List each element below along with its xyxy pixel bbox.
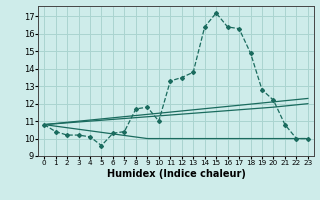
X-axis label: Humidex (Indice chaleur): Humidex (Indice chaleur) — [107, 169, 245, 179]
